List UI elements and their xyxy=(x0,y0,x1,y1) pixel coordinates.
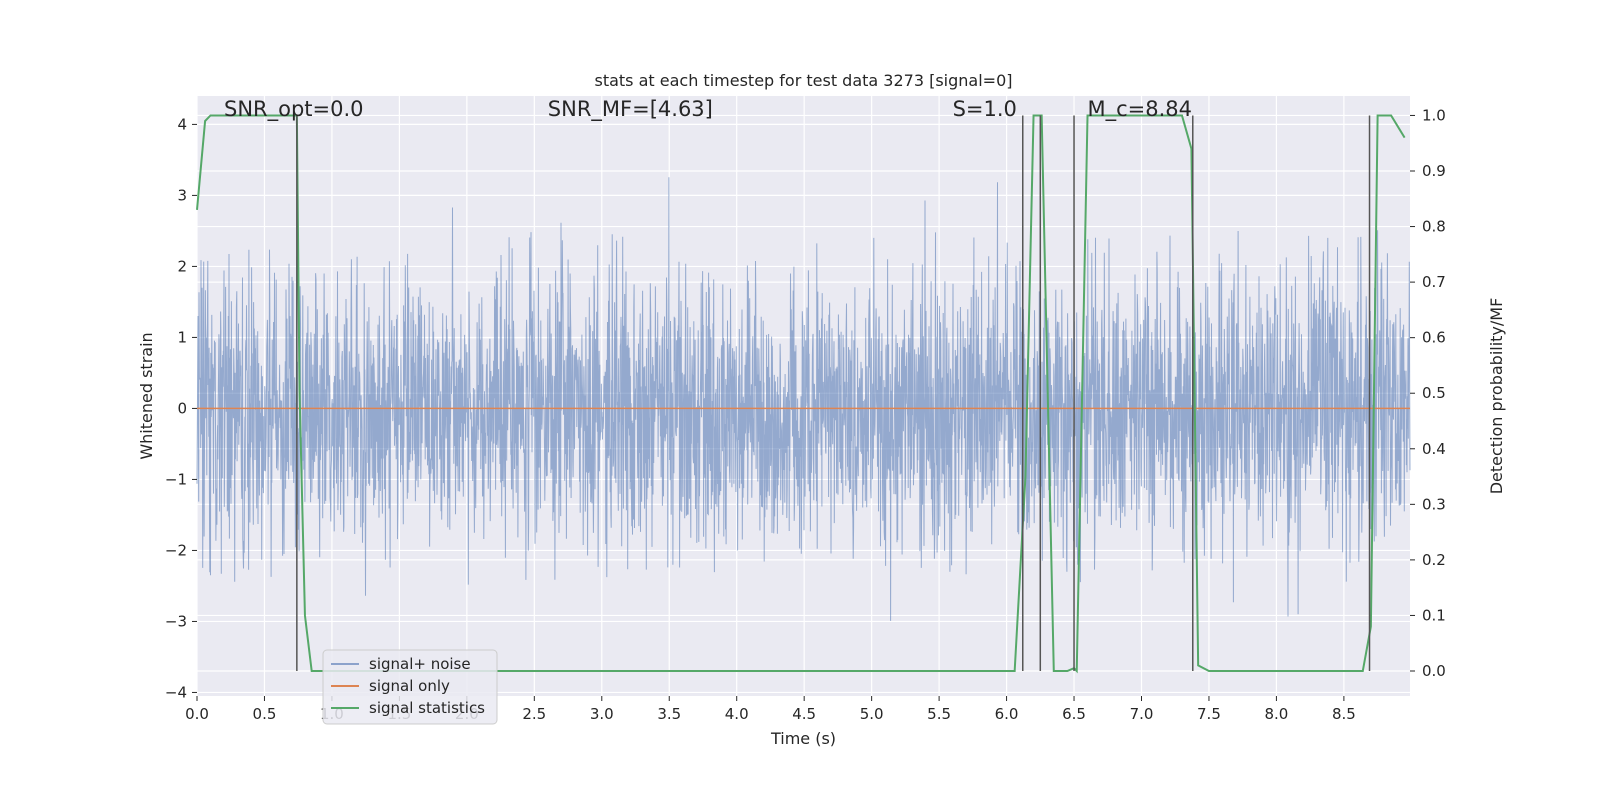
y-tick-label: 4 xyxy=(177,115,187,133)
chart-title: stats at each timestep for test data 327… xyxy=(594,71,1012,90)
x-tick-label: 4.5 xyxy=(792,705,816,723)
x-tick-label: 5.0 xyxy=(860,705,884,723)
legend: signal+ noise signal only signal statistic… xyxy=(322,649,498,725)
stat-annotation: SNR_opt=0.0 xyxy=(224,97,364,122)
x-tick-label: 5.5 xyxy=(927,705,951,723)
series-signal-noise xyxy=(196,177,1411,621)
x-tick-label: 8.5 xyxy=(1332,705,1356,723)
vertical-markers xyxy=(296,115,1371,671)
legend-label: signal+ noise xyxy=(369,655,471,673)
x-tick-label: 7.5 xyxy=(1197,705,1221,723)
x-tick-label: 6.0 xyxy=(995,705,1019,723)
x-tick-label: 4.0 xyxy=(725,705,749,723)
y-axis-label: Whitened strain xyxy=(137,332,156,459)
y-tick-label: 0 xyxy=(177,399,187,417)
y-tick-label: −3 xyxy=(165,612,187,630)
legend-label: signal only xyxy=(369,677,450,695)
y-right-tick-label: 0.1 xyxy=(1422,606,1446,624)
y-right-tick-label: 0.8 xyxy=(1422,218,1446,236)
x-tick-label: 6.5 xyxy=(1062,705,1086,723)
signal-noise-line xyxy=(196,177,1411,621)
stat-annotation: M_c=8.84 xyxy=(1088,97,1193,122)
x-tick-label: 7.0 xyxy=(1130,705,1154,723)
y-right-tick-label: 0.3 xyxy=(1422,495,1446,513)
x-tick-label: 0.5 xyxy=(253,705,277,723)
x-tick-label: 3.0 xyxy=(590,705,614,723)
x-tick-label: 2.5 xyxy=(522,705,546,723)
x-tick-label: 0.0 xyxy=(185,705,209,723)
y-right-tick-label: 0.0 xyxy=(1422,662,1446,680)
x-axis-label: Time (s) xyxy=(770,729,836,748)
annotations: SNR_opt=0.0 SNR_MF=[4.63] S=1.0 M_c=8.84 xyxy=(224,97,1192,122)
y-tick-label: −2 xyxy=(165,541,187,559)
y-right-tick-label: 0.6 xyxy=(1422,329,1446,347)
stat-annotation: SNR_MF=[4.63] xyxy=(548,97,713,122)
y-right-tick-label: 0.9 xyxy=(1422,162,1446,180)
y-right-tick-label: 0.5 xyxy=(1422,384,1446,402)
y-right-tick-label: 0.7 xyxy=(1422,273,1446,291)
legend-box xyxy=(322,649,498,725)
stat-annotation: S=1.0 xyxy=(953,97,1017,121)
y-right-tick-label: 1.0 xyxy=(1422,106,1446,124)
y-tick-label: 2 xyxy=(177,257,187,275)
legend-label: signal statistics xyxy=(369,699,485,717)
y-axis-right-label: Detection probability/MF xyxy=(1487,298,1506,495)
y-tick-label: 3 xyxy=(177,186,187,204)
y-right-tick-label: 0.4 xyxy=(1422,440,1446,458)
x-tick-label: 8.0 xyxy=(1264,705,1288,723)
y-tick-label: −4 xyxy=(165,683,187,701)
y-right-tick-label: 0.2 xyxy=(1422,551,1446,569)
y-tick-label: 1 xyxy=(177,328,187,346)
y-tick-label: −1 xyxy=(165,470,187,488)
x-tick-label: 3.5 xyxy=(657,705,681,723)
